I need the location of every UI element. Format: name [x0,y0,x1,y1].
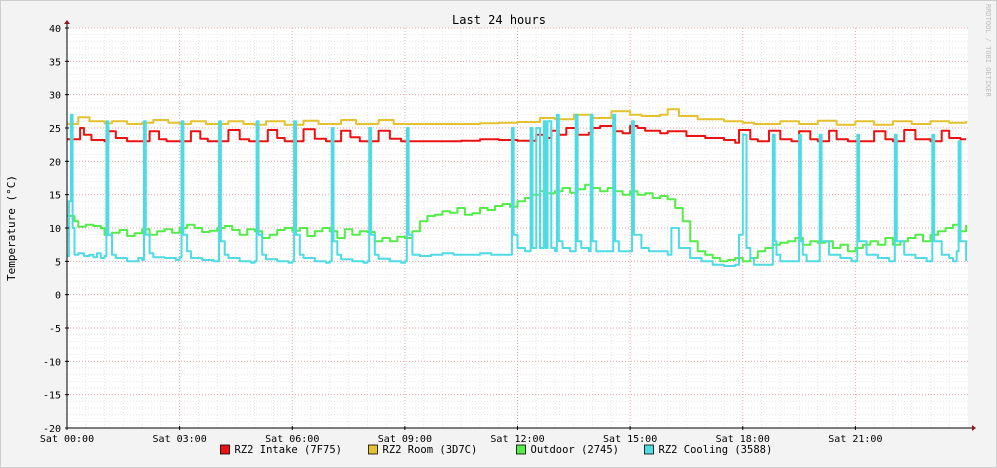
x-tick-label: Sat 06:00 [265,434,319,445]
x-tick-label: Sat 18:00 [716,434,770,445]
legend-swatch [644,444,654,455]
y-tick-label: -15 [43,391,61,402]
y-tick-label: 0 [55,291,61,302]
axes [64,20,976,431]
legend-swatch [516,444,526,455]
series-line-2 [67,183,968,263]
x-tick-label: Sat 21:00 [828,434,882,445]
y-tick-label: 30 [49,91,61,102]
y-tick-label: 5 [55,257,61,268]
y-tick-label: 35 [49,57,61,68]
legend-label: RZ2 Cooling (3588) [659,444,773,456]
legend-swatch [368,444,378,455]
x-tick-label: Sat 00:00 [40,434,94,445]
x-tick-label: Sat 12:00 [490,434,544,445]
y-tick-label: -10 [43,357,61,368]
series-lines [67,108,968,267]
legend-swatch [220,444,230,455]
y-axis-arrow [64,20,70,24]
series-line-1 [67,108,968,126]
legend: RZ2 Intake (7F75) RZ2 Room (3D7C) Outdoor … [220,444,773,456]
y-tick-label: -5 [49,324,61,335]
y-tick-label: 40 [49,24,61,35]
y-tick-label: 10 [49,224,61,235]
y-axis-label: Temperature (°C) [5,175,18,281]
chart-title: Last 24 hours [452,13,546,27]
x-tick-label: Sat 15:00 [603,434,657,445]
legend-label: Outdoor (2745) [531,444,620,456]
y-tick-label: -20 [43,424,61,435]
legend-label: RZ2 Room (3D7C) [383,444,478,456]
y-tick-label: 15 [49,191,61,202]
x-axis-arrow [972,425,976,431]
watermark: RRDTOOL / TOBI OETIKER [984,4,992,98]
series-line-3 [67,113,968,267]
legend-label: RZ2 Intake (7F75) [235,444,342,456]
y-tick-label: 20 [49,157,61,168]
x-tick-label: Sat 09:00 [378,434,432,445]
x-tick-label: Sat 03:00 [153,434,207,445]
y-tick-label: 25 [49,124,61,135]
